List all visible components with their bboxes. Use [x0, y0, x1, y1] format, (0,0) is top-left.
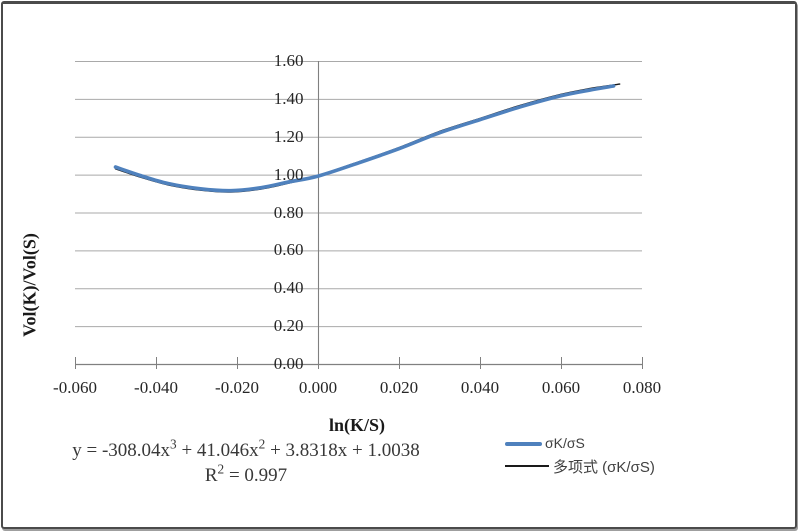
- x-tick-label: -0.040: [134, 378, 178, 397]
- series-line-data: [113, 84, 616, 193]
- y-tick-label: 0.20: [273, 316, 304, 336]
- y-tick-label: 1.20: [273, 126, 304, 146]
- y-tick-label: 0.60: [273, 240, 304, 260]
- y-tick-label: 0.40: [273, 278, 304, 298]
- legend-label-data-series: σK/σS: [545, 435, 585, 451]
- x-tick-label: 0.080: [622, 378, 662, 397]
- legend-label-trendline: 多项式 (σK/σS): [553, 459, 655, 476]
- x-axis-title: ln(K/S): [328, 415, 385, 435]
- x-tick-label: 0.000: [298, 378, 338, 397]
- y-tick-label: 0.80: [273, 202, 304, 222]
- x-tick-label: 0.040: [460, 378, 500, 397]
- y-tick-label: 0.00: [273, 354, 304, 373]
- r-squared-value: R2 = 0.997: [204, 461, 288, 486]
- x-tick-label: -0.020: [215, 378, 259, 397]
- x-tick-label: 0.020: [379, 378, 419, 397]
- trendline-equation: y = -308.04x3 + 41.046x2 + 3.8318x + 1.0…: [72, 436, 420, 461]
- y-axis-title: Vol(K)/Vol(S): [19, 233, 40, 337]
- y-tick-label: 1.60: [273, 51, 304, 70]
- y-tick-label: 1.40: [273, 88, 304, 108]
- legend-line-swatch-trendline: [505, 465, 549, 467]
- legend-line-swatch-data-series: [505, 442, 542, 446]
- x-tick-label: 0.060: [541, 378, 581, 397]
- y-tick-label: 1.00: [273, 164, 304, 184]
- x-tick-label: -0.060: [53, 378, 97, 397]
